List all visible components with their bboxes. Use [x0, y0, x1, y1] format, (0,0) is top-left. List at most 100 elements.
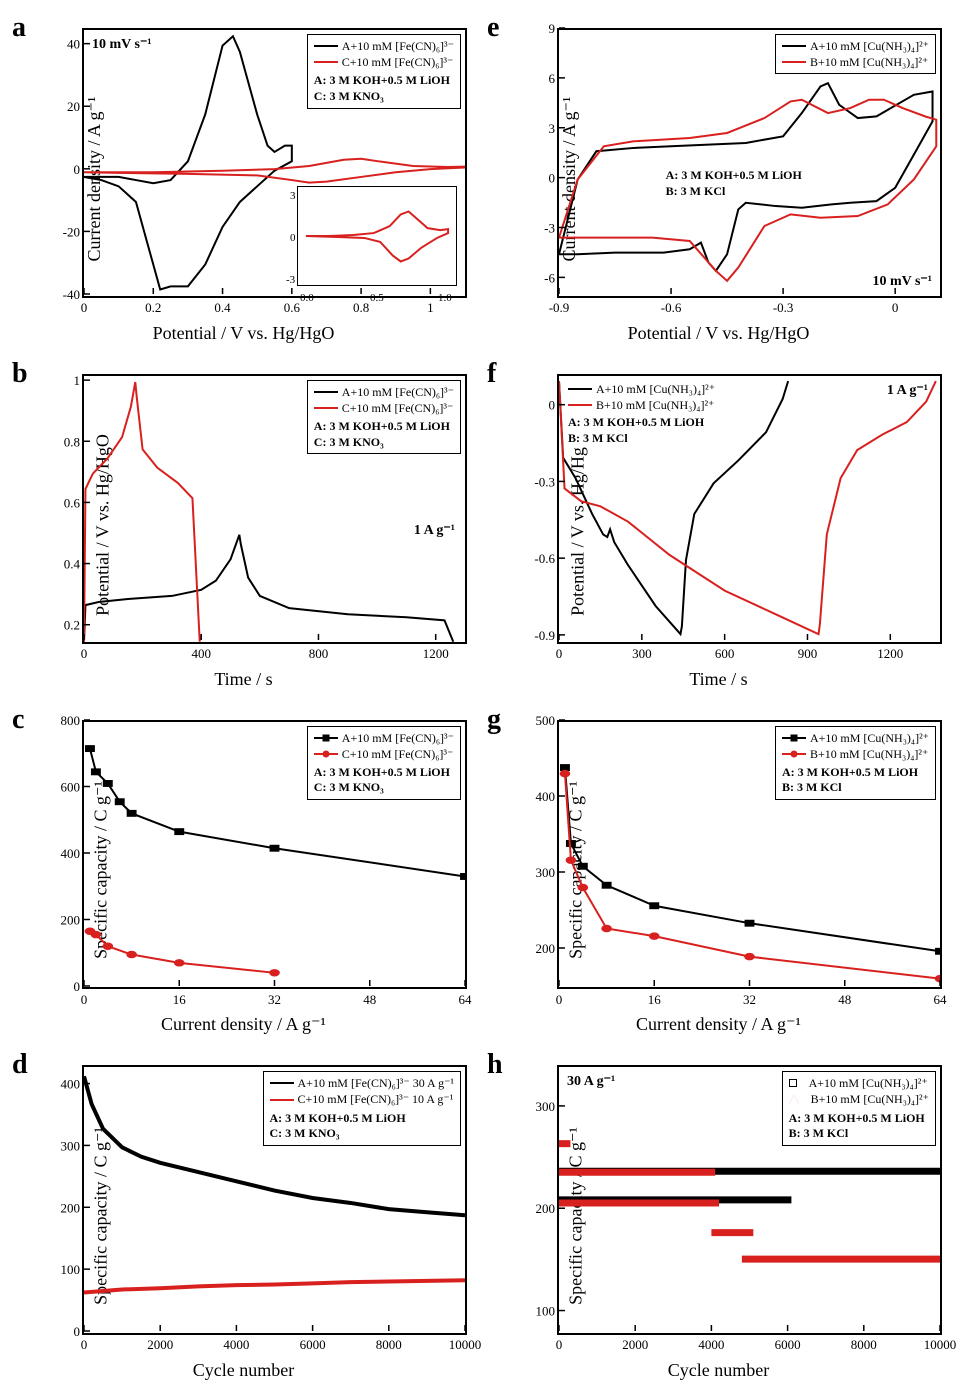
svg-text:0: 0 [74, 162, 81, 177]
svg-text:0.6: 0.6 [64, 495, 81, 510]
legend-item: C+10 mM [Fe(CN)₆]³⁻ [342, 400, 454, 416]
plot-area-c: 0163248640200400600800 A+10 mM [Fe(CN)₆]… [82, 720, 467, 990]
plot-area-f: 03006009001200-0.9-0.6-0.30 A+10 mM [Cu(… [557, 374, 942, 644]
legend-item: B+10 mM [Cu(NH₃)₄]²⁺ [810, 746, 928, 762]
condition-a: 10 mV s⁻¹ [92, 36, 152, 53]
svg-text:0: 0 [556, 1337, 563, 1352]
legend-g: A+10 mM [Cu(NH₃)₄]²⁺ B+10 mM [Cu(NH₃)₄]²… [775, 726, 936, 801]
legend-item: C+10 mM [Fe(CN)₆]³⁻ 10 A g⁻¹ [298, 1091, 454, 1107]
condition-b: 1 A g⁻¹ [414, 522, 455, 539]
legend-f: A+10 mM [Cu(NH₃)₄]²⁺ B+10 mM [Cu(NH₃)₄]²… [567, 380, 716, 448]
svg-text:0: 0 [549, 171, 556, 186]
svg-text:64: 64 [934, 992, 948, 1007]
x-label-f: Time / s [689, 669, 747, 690]
svg-text:9: 9 [549, 21, 556, 36]
plot-area-a: 00.20.40.60.81-40-2002040 10 mV s⁻¹ A+10… [82, 28, 467, 298]
svg-text:3: 3 [549, 121, 556, 136]
svg-text:0.2: 0.2 [64, 617, 80, 632]
svg-text:1: 1 [74, 373, 81, 388]
legend-item: A+10 mM [Cu(NH₃)₄]²⁺ [810, 730, 929, 746]
svg-text:6000: 6000 [775, 1337, 801, 1352]
svg-text:0: 0 [549, 397, 556, 412]
inset-ticks: 3 0 -3 0.0 0.5 1.0 [270, 187, 456, 303]
svg-text:1200: 1200 [423, 646, 449, 661]
plot-area-h: 0200040006000800010000100200300 30 A g⁻¹… [557, 1065, 942, 1335]
svg-text:300: 300 [61, 1139, 81, 1154]
panel-d: d Specific capacity / C g⁻¹ Cycle number… [10, 1047, 477, 1385]
svg-text:600: 600 [715, 646, 735, 661]
panel-c: c Specific capacity / C g⁻¹ Current dens… [10, 702, 477, 1040]
svg-text:400: 400 [61, 846, 81, 861]
legend-item: A+10 mM [Fe(CN)₆]³⁻ [342, 384, 454, 400]
svg-text:800: 800 [309, 646, 329, 661]
svg-text:3: 3 [290, 190, 296, 202]
inset-a: 3 0 -3 0.0 0.5 1.0 [297, 186, 457, 286]
x-label-g: Current density / A g⁻¹ [636, 1014, 801, 1035]
svg-text:-0.3: -0.3 [773, 300, 794, 315]
svg-text:16: 16 [648, 992, 662, 1007]
panel-e: e Current density / A g⁻¹ Potential / V … [485, 10, 952, 348]
svg-text:0.5: 0.5 [370, 292, 384, 304]
svg-text:0: 0 [556, 992, 563, 1007]
plot-area-g: 016324864200300400500 A+10 mM [Cu(NH₃)₄]… [557, 720, 942, 990]
plot-area-d: 02000400060008000100000100200300400 A+10… [82, 1065, 467, 1335]
svg-text:6: 6 [549, 71, 556, 86]
panel-label-f: f [487, 358, 496, 390]
plot-area-e: -0.9-0.6-0.30-6-30369 A+10 mM [Cu(NH₃)₄]… [557, 28, 942, 298]
svg-text:0: 0 [290, 232, 296, 244]
legend-h: A+10 mM [Cu(NH₃)₄]²⁺ B+10 mM [Cu(NH₃)₄]²… [782, 1071, 936, 1146]
svg-text:0: 0 [81, 1337, 88, 1352]
legend-d: A+10 mM [Fe(CN)₆]³⁻ 30 A g⁻¹ C+10 mM [Fe… [263, 1071, 461, 1146]
svg-text:200: 200 [61, 912, 81, 927]
svg-text:0: 0 [556, 646, 563, 661]
note-e: A: 3 M KOH+0.5 M LiOH B: 3 M KCl [666, 168, 802, 199]
svg-text:48: 48 [363, 992, 376, 1007]
svg-text:1.0: 1.0 [438, 292, 452, 304]
svg-text:-20: -20 [63, 224, 80, 239]
svg-text:0.0: 0.0 [300, 292, 314, 304]
panel-label-c: c [12, 704, 24, 736]
svg-text:-0.3: -0.3 [534, 474, 555, 489]
legend-a: A+10 mM [Fe(CN)₆]³⁻ C+10 mM [Fe(CN)₆]³⁻ … [307, 34, 461, 109]
svg-text:-6: -6 [544, 270, 555, 285]
svg-text:100: 100 [536, 1304, 556, 1319]
legend-b: A+10 mM [Fe(CN)₆]³⁻ C+10 mM [Fe(CN)₆]³⁻ … [307, 380, 461, 455]
svg-text:100: 100 [61, 1262, 81, 1277]
svg-text:4000: 4000 [698, 1337, 724, 1352]
x-label-a: Potential / V vs. Hg/HgO [153, 323, 335, 344]
note: A: 3 M KOH+0.5 M LiOH C: 3 M KNO₃ [314, 73, 454, 104]
panel-f: f Potential / V vs. Hg/HgO Time / s 0300… [485, 356, 952, 694]
panel-label-b: b [12, 358, 28, 390]
svg-text:2000: 2000 [147, 1337, 173, 1352]
svg-text:500: 500 [536, 713, 556, 728]
svg-text:-3: -3 [544, 221, 555, 236]
legend-item: B+10 mM [Cu(NH₃)₄]²⁺ [596, 397, 714, 413]
svg-text:32: 32 [743, 992, 756, 1007]
panel-label-d: d [12, 1049, 28, 1081]
x-label-h: Cycle number [668, 1360, 769, 1381]
svg-text:10000: 10000 [924, 1337, 957, 1352]
svg-text:16: 16 [173, 992, 187, 1007]
svg-text:32: 32 [268, 992, 281, 1007]
panel-label-g: g [487, 704, 501, 736]
condition-e: 10 mV s⁻¹ [872, 273, 932, 290]
svg-text:0.8: 0.8 [64, 434, 80, 449]
legend-item: C+10 mM [Fe(CN)₆]³⁻ [342, 54, 454, 70]
svg-text:-0.9: -0.9 [549, 300, 570, 315]
svg-text:200: 200 [536, 1201, 556, 1216]
panel-label-h: h [487, 1049, 503, 1081]
legend-item: A+10 mM [Cu(NH₃)₄]²⁺ [596, 381, 715, 397]
svg-text:300: 300 [536, 865, 556, 880]
legend-item: C+10 mM [Fe(CN)₆]³⁻ [342, 746, 454, 762]
svg-text:900: 900 [798, 646, 818, 661]
svg-text:0.4: 0.4 [64, 556, 81, 571]
svg-text:-0.6: -0.6 [534, 551, 555, 566]
condition-f: 1 A g⁻¹ [887, 382, 928, 399]
svg-text:0.2: 0.2 [145, 300, 161, 315]
svg-text:6000: 6000 [300, 1337, 326, 1352]
legend-item: A+10 mM [Cu(NH₃)₄]²⁺ [809, 1075, 928, 1091]
svg-text:2000: 2000 [622, 1337, 648, 1352]
svg-text:8000: 8000 [851, 1337, 877, 1352]
svg-text:300: 300 [536, 1099, 556, 1114]
panel-a: a Current density / A g⁻¹ Potential / V … [10, 10, 477, 348]
